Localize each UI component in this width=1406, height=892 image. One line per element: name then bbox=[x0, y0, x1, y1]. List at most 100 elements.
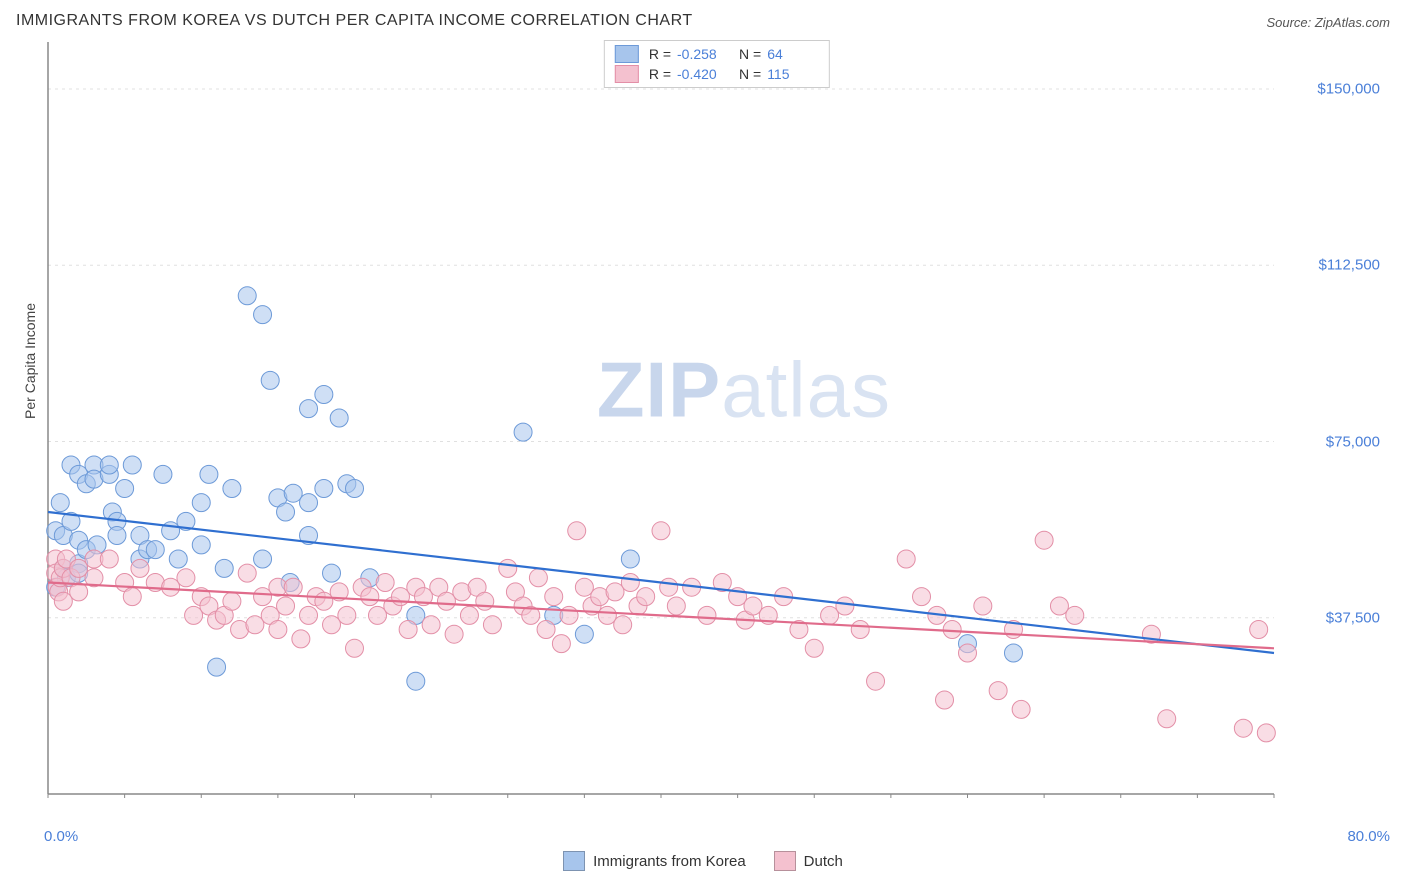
data-point bbox=[575, 578, 593, 596]
r-value: -0.258 bbox=[677, 46, 729, 62]
data-point bbox=[51, 494, 69, 512]
data-point bbox=[391, 588, 409, 606]
data-point bbox=[238, 287, 256, 305]
x-axis-max-label: 80.0% bbox=[1347, 828, 1390, 845]
chart-title: IMMIGRANTS FROM KOREA VS DUTCH PER CAPIT… bbox=[16, 12, 693, 30]
series-legend-label: Dutch bbox=[804, 853, 843, 870]
data-point bbox=[974, 597, 992, 615]
data-point bbox=[146, 541, 164, 559]
data-point bbox=[1050, 597, 1068, 615]
data-point bbox=[54, 592, 72, 610]
legend-swatch bbox=[615, 65, 639, 83]
data-point bbox=[568, 522, 586, 540]
data-point bbox=[330, 409, 348, 427]
data-point bbox=[437, 592, 455, 610]
data-point bbox=[169, 550, 187, 568]
data-point bbox=[277, 503, 295, 521]
data-point bbox=[300, 606, 318, 624]
data-point bbox=[445, 625, 463, 643]
data-point bbox=[913, 588, 931, 606]
legend-swatch bbox=[615, 45, 639, 63]
data-point bbox=[652, 522, 670, 540]
data-point bbox=[545, 588, 563, 606]
data-point bbox=[192, 494, 210, 512]
legend-swatch bbox=[563, 851, 585, 871]
data-point bbox=[315, 480, 333, 498]
data-point bbox=[116, 480, 134, 498]
legend-swatch bbox=[774, 851, 796, 871]
data-point bbox=[177, 569, 195, 587]
r-value: -0.420 bbox=[677, 66, 729, 82]
data-point bbox=[215, 559, 233, 577]
data-point bbox=[192, 536, 210, 554]
data-point bbox=[1257, 724, 1275, 742]
data-point bbox=[1234, 719, 1252, 737]
x-axis-min-label: 0.0% bbox=[44, 828, 78, 845]
data-point bbox=[943, 621, 961, 639]
data-point bbox=[744, 597, 762, 615]
data-point bbox=[897, 550, 915, 568]
data-point bbox=[614, 616, 632, 634]
data-point bbox=[292, 630, 310, 648]
r-label: R = bbox=[649, 46, 671, 62]
series-legend-item: Dutch bbox=[774, 851, 843, 871]
correlation-legend-row: R = -0.420 N = 115 bbox=[615, 65, 819, 83]
data-point bbox=[346, 639, 364, 657]
data-point bbox=[959, 644, 977, 662]
data-point bbox=[936, 691, 954, 709]
data-point bbox=[269, 621, 287, 639]
data-point bbox=[277, 597, 295, 615]
data-point bbox=[323, 564, 341, 582]
chart-header: IMMIGRANTS FROM KOREA VS DUTCH PER CAPIT… bbox=[16, 12, 1390, 30]
data-point bbox=[100, 456, 118, 474]
data-point bbox=[131, 559, 149, 577]
data-point bbox=[476, 592, 494, 610]
data-point bbox=[499, 559, 517, 577]
n-label: N = bbox=[739, 46, 761, 62]
data-point bbox=[315, 386, 333, 404]
data-point bbox=[460, 606, 478, 624]
data-point bbox=[621, 574, 639, 592]
data-point bbox=[100, 550, 118, 568]
series-legend-label: Immigrants from Korea bbox=[593, 853, 746, 870]
data-point bbox=[223, 480, 241, 498]
data-point bbox=[1012, 700, 1030, 718]
data-point bbox=[989, 682, 1007, 700]
data-point bbox=[300, 494, 318, 512]
data-point bbox=[123, 456, 141, 474]
data-point bbox=[529, 569, 547, 587]
data-point bbox=[399, 621, 417, 639]
data-point bbox=[575, 625, 593, 643]
data-point bbox=[422, 616, 440, 634]
data-point bbox=[1035, 531, 1053, 549]
correlation-legend: R = -0.258N = 64R = -0.420N = 115 bbox=[604, 40, 830, 88]
data-point bbox=[208, 658, 226, 676]
series-legend: Immigrants from Korea Dutch bbox=[16, 851, 1390, 871]
data-point bbox=[238, 564, 256, 582]
data-point bbox=[323, 616, 341, 634]
data-point bbox=[598, 606, 616, 624]
data-point bbox=[338, 606, 356, 624]
data-point bbox=[407, 672, 425, 690]
data-point bbox=[284, 484, 302, 502]
data-point bbox=[254, 550, 272, 568]
data-point bbox=[667, 597, 685, 615]
data-point bbox=[514, 423, 532, 441]
data-point bbox=[154, 465, 172, 483]
data-point bbox=[200, 465, 218, 483]
data-point bbox=[836, 597, 854, 615]
data-point bbox=[1066, 606, 1084, 624]
n-value: 115 bbox=[767, 66, 819, 82]
data-point bbox=[1004, 644, 1022, 662]
data-point bbox=[621, 550, 639, 568]
n-label: N = bbox=[739, 66, 761, 82]
data-point bbox=[246, 616, 264, 634]
r-label: R = bbox=[649, 66, 671, 82]
data-point bbox=[108, 527, 126, 545]
data-point bbox=[284, 578, 302, 596]
chart-source: Source: ZipAtlas.com bbox=[1266, 15, 1390, 30]
data-point bbox=[123, 588, 141, 606]
data-point bbox=[70, 583, 88, 601]
data-point bbox=[300, 400, 318, 418]
data-point bbox=[1250, 621, 1268, 639]
